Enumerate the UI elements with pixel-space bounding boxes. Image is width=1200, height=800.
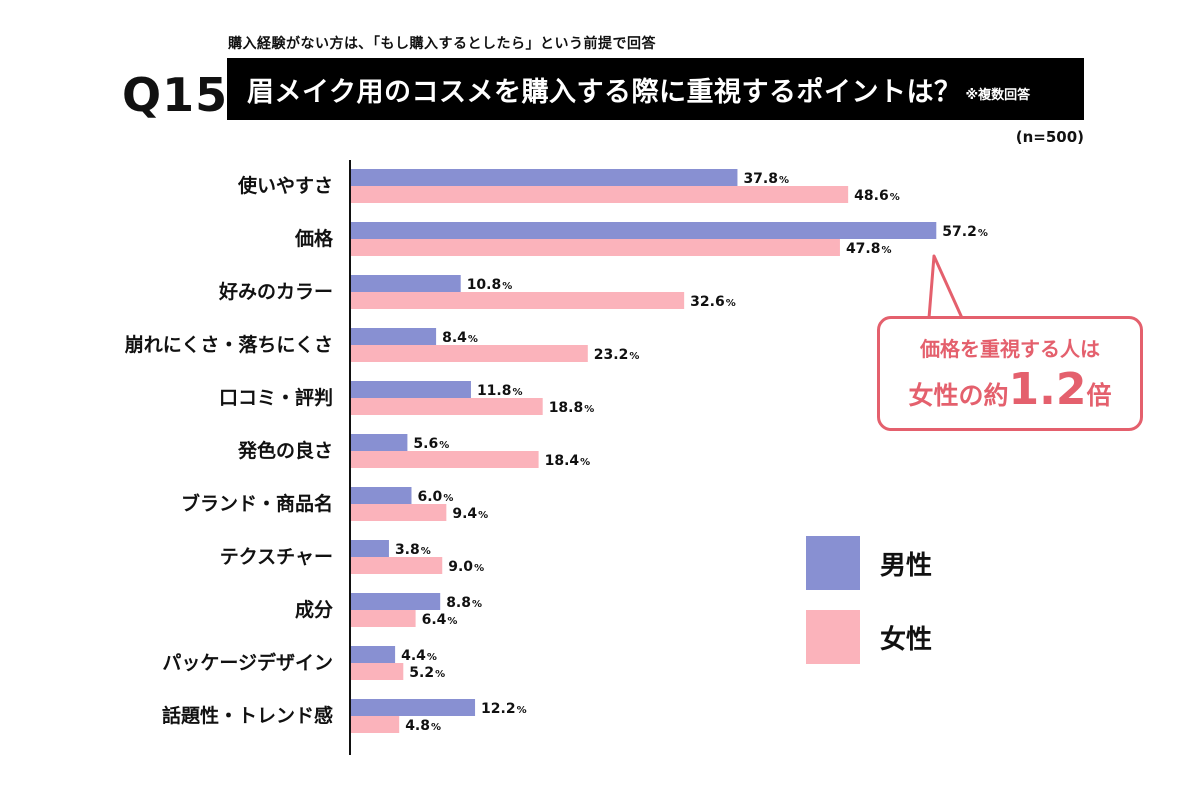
data-label: 3.8%	[395, 542, 431, 558]
bar-female	[350, 504, 447, 521]
category-label: パッケージデザイン	[162, 651, 333, 674]
bar-female	[350, 292, 685, 309]
data-label: 32.6%	[690, 294, 736, 310]
category-label: 崩れにくさ・落ちにくさ	[125, 333, 333, 356]
data-label: 23.2%	[594, 347, 640, 363]
category-label: ブランド・商品名	[181, 492, 333, 515]
data-label: 57.2%	[942, 224, 988, 240]
bar-male	[350, 381, 471, 398]
data-label: 12.2%	[481, 701, 527, 717]
callout-line1: 価格を重視する人は	[920, 337, 1100, 361]
category-label: 使いやすさ	[237, 175, 333, 197]
callout-line2: 女性の約1.2倍	[880, 364, 1140, 415]
data-label: 18.8%	[549, 400, 595, 416]
data-label: 5.2%	[409, 665, 445, 681]
legend-item-male: 男性	[806, 536, 932, 590]
data-label: 47.8%	[846, 241, 892, 257]
data-label: 8.4%	[442, 330, 478, 346]
category-label: 話題性・トレンド感	[162, 704, 333, 727]
title-bar: 眉メイク用のコスメを購入する際に重視するポイントは？ ※複数回答	[227, 58, 1084, 120]
category-label: 成分	[295, 598, 333, 621]
data-label: 6.0%	[418, 489, 454, 505]
data-label: 5.6%	[413, 436, 449, 452]
bar-male	[350, 275, 461, 292]
bar-female	[350, 663, 404, 680]
bar-male	[350, 434, 408, 451]
question-number: Q15	[122, 68, 229, 122]
category-label: 口コミ・評判	[219, 386, 333, 409]
callout-box: 価格を重視する人は 女性の約1.2倍	[877, 316, 1143, 431]
legend-item-female: 女性	[806, 610, 932, 664]
callout-pointer-layer	[927, 254, 964, 319]
bar-male	[350, 328, 437, 345]
precondition-note: 購入経験がない方は､「もし購入するとしたら」という前提で回答	[228, 36, 656, 52]
callout-pointer	[927, 254, 964, 319]
legend-label-female: 女性	[880, 624, 933, 655]
data-label: 9.4%	[452, 506, 488, 522]
sample-size: (n=500)	[1015, 128, 1084, 146]
callout-suffix: 倍	[1086, 381, 1112, 410]
bars-layer: 使いやすさ 37.8% 48.6% 価格 57.2% 47.8% 好みのカラー 10.8% 32…	[125, 169, 988, 734]
data-label: 48.6%	[854, 188, 900, 204]
bar-female	[350, 451, 539, 468]
bar-male	[350, 487, 412, 504]
bar-male	[350, 169, 738, 186]
data-label: 18.4%	[545, 453, 591, 469]
bar-female	[350, 610, 416, 627]
title-note: ※複数回答	[965, 87, 1031, 103]
legend-swatch-male	[806, 536, 860, 590]
bar-male	[350, 593, 441, 610]
data-label: 4.8%	[405, 718, 441, 734]
bar-male	[350, 540, 389, 557]
callout-prefix: 女性の約	[908, 381, 1009, 410]
data-label: 9.0%	[448, 559, 484, 575]
data-label: 10.8%	[467, 277, 513, 293]
data-label: 11.8%	[477, 383, 523, 399]
bar-female	[350, 186, 849, 203]
bar-female	[350, 239, 840, 256]
chart-title: 眉メイク用のコスメを購入する際に重視するポイントは？	[247, 76, 962, 108]
bar-male	[350, 699, 476, 716]
category-label: 価格	[294, 227, 334, 250]
legend-swatch-female	[806, 610, 860, 664]
data-label: 8.8%	[446, 595, 482, 611]
bar-male	[350, 222, 937, 239]
bar-female	[350, 398, 543, 415]
bar-female	[350, 716, 400, 733]
bar-female	[350, 345, 588, 362]
category-label: テクスチャー	[220, 546, 333, 568]
callout-ratio: 1.2	[1008, 364, 1087, 415]
category-label: 発色の良さ	[237, 439, 333, 462]
data-label: 4.4%	[401, 648, 437, 664]
data-label: 37.8%	[743, 171, 789, 187]
data-label: 6.4%	[422, 612, 458, 628]
bar-male	[350, 646, 396, 663]
bar-female	[350, 557, 443, 574]
category-label: 好みのカラー	[218, 280, 333, 303]
legend-label-male: 男性	[880, 550, 933, 581]
